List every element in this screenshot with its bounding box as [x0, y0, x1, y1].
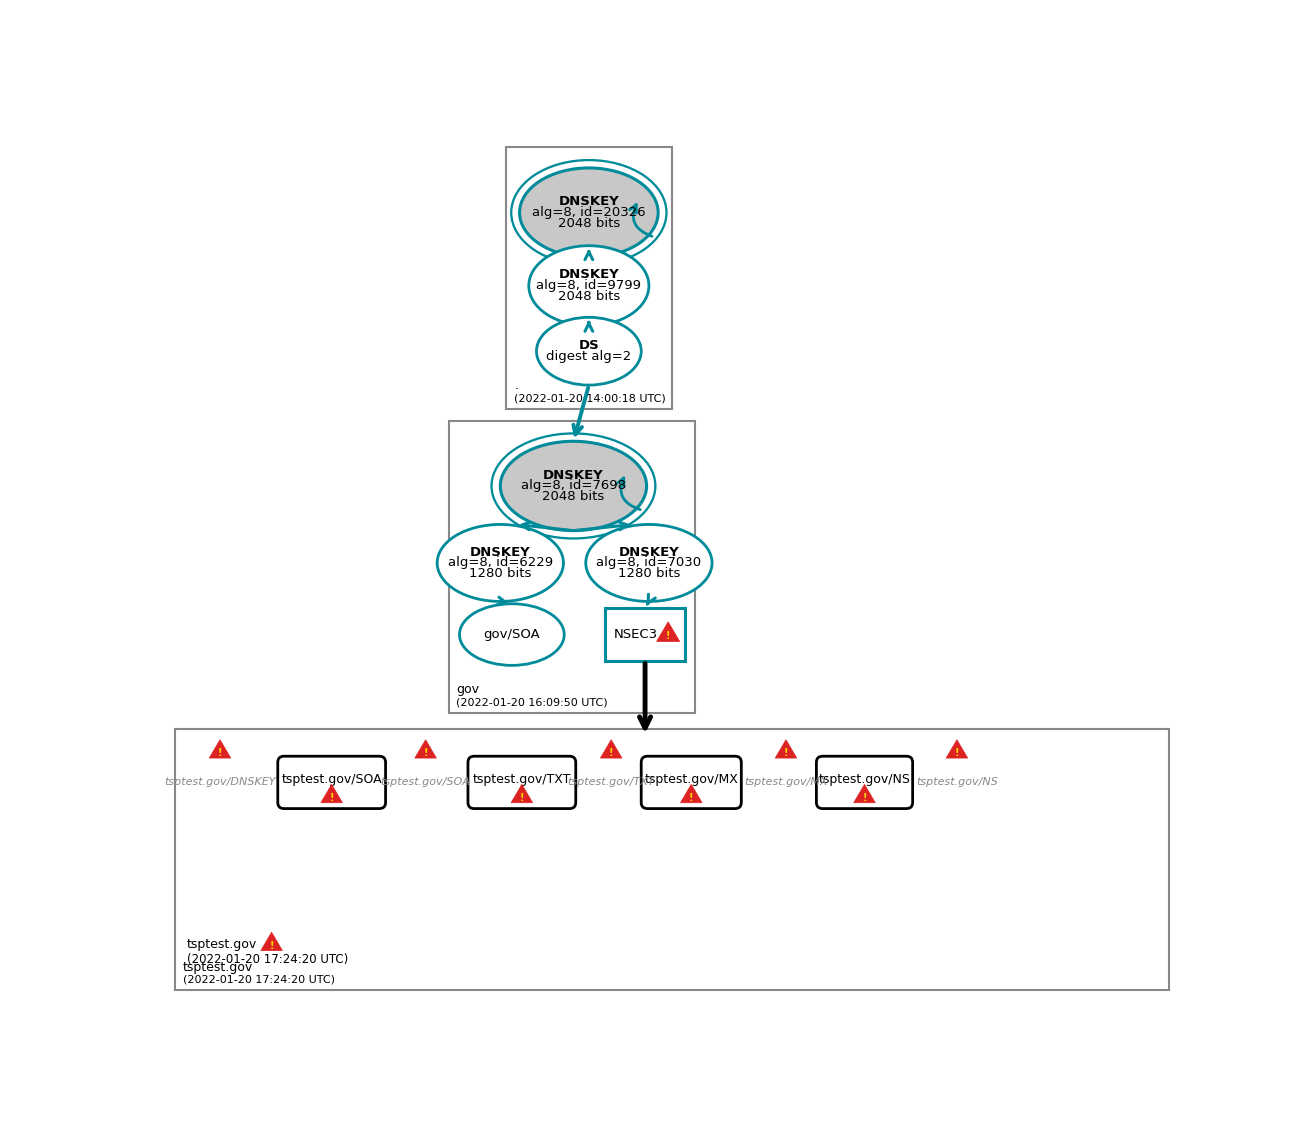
FancyBboxPatch shape: [817, 756, 913, 809]
Text: tsptest.gov/SOA: tsptest.gov/SOA: [380, 777, 471, 788]
Text: !: !: [330, 793, 334, 803]
Polygon shape: [775, 740, 797, 758]
Polygon shape: [680, 784, 702, 802]
Text: !: !: [689, 793, 693, 803]
Text: tsptest.gov: tsptest.gov: [183, 960, 254, 974]
Text: alg=8, id=7030: alg=8, id=7030: [596, 556, 701, 570]
Polygon shape: [321, 784, 342, 802]
Ellipse shape: [537, 318, 642, 385]
Text: 2048 bits: 2048 bits: [558, 290, 619, 303]
Ellipse shape: [585, 524, 711, 601]
Text: .: .: [514, 380, 518, 392]
Text: !: !: [784, 748, 788, 758]
Text: !: !: [955, 748, 959, 758]
Text: tsptest.gov/SOA: tsptest.gov/SOA: [281, 773, 381, 785]
Text: tsptest.gov/TXT: tsptest.gov/TXT: [568, 777, 655, 788]
Text: DNSKEY: DNSKEY: [618, 546, 680, 558]
Ellipse shape: [519, 168, 658, 258]
FancyBboxPatch shape: [448, 420, 696, 713]
Polygon shape: [414, 740, 437, 758]
Text: 2048 bits: 2048 bits: [542, 490, 605, 503]
Text: NSEC3: NSEC3: [614, 628, 658, 641]
Text: DNSKEY: DNSKEY: [559, 269, 619, 281]
Text: tsptest.gov/MX: tsptest.gov/MX: [744, 777, 827, 788]
Text: !: !: [665, 632, 671, 642]
Text: DS: DS: [579, 339, 600, 353]
Polygon shape: [209, 740, 231, 758]
Text: DNSKEY: DNSKEY: [469, 546, 531, 558]
Text: (2022-01-20 17:24:20 UTC): (2022-01-20 17:24:20 UTC): [187, 953, 348, 966]
Text: !: !: [863, 793, 867, 803]
Text: alg=8, id=6229: alg=8, id=6229: [447, 556, 552, 570]
Text: tsptest.gov/TXT: tsptest.gov/TXT: [472, 773, 571, 785]
Text: tsptest.gov/MX: tsptest.gov/MX: [644, 773, 738, 785]
Text: alg=8, id=7698: alg=8, id=7698: [521, 479, 626, 493]
Text: gov/SOA: gov/SOA: [484, 628, 540, 641]
Text: 1280 bits: 1280 bits: [618, 567, 680, 580]
Text: !: !: [519, 793, 525, 803]
Text: DNSKEY: DNSKEY: [559, 195, 619, 208]
FancyBboxPatch shape: [468, 756, 576, 809]
Text: tsptest.gov/NS: tsptest.gov/NS: [917, 777, 998, 788]
Text: (2022-01-20 17:24:20 UTC): (2022-01-20 17:24:20 UTC): [183, 974, 335, 984]
Polygon shape: [260, 932, 283, 950]
Text: (2022-01-20 14:00:18 UTC): (2022-01-20 14:00:18 UTC): [514, 393, 665, 403]
Text: alg=8, id=20326: alg=8, id=20326: [533, 206, 646, 219]
Text: !: !: [423, 748, 427, 758]
Ellipse shape: [500, 442, 647, 531]
Polygon shape: [945, 740, 968, 758]
FancyBboxPatch shape: [506, 147, 672, 409]
Text: gov: gov: [456, 684, 480, 696]
Text: (2022-01-20 16:09:50 UTC): (2022-01-20 16:09:50 UTC): [456, 697, 608, 707]
Ellipse shape: [459, 603, 564, 666]
Text: 2048 bits: 2048 bits: [558, 217, 619, 229]
Polygon shape: [656, 622, 680, 642]
Text: 1280 bits: 1280 bits: [469, 567, 531, 580]
FancyBboxPatch shape: [605, 608, 685, 661]
Text: tsptest.gov: tsptest.gov: [187, 938, 258, 950]
Ellipse shape: [437, 524, 563, 601]
FancyBboxPatch shape: [277, 756, 385, 809]
Text: tsptest.gov/NS: tsptest.gov/NS: [818, 773, 910, 785]
Text: !: !: [270, 940, 274, 950]
Text: alg=8, id=9799: alg=8, id=9799: [537, 279, 642, 293]
Text: digest alg=2: digest alg=2: [546, 350, 631, 363]
Polygon shape: [512, 784, 533, 802]
Text: DNSKEY: DNSKEY: [543, 469, 604, 481]
FancyBboxPatch shape: [642, 756, 742, 809]
FancyBboxPatch shape: [175, 729, 1169, 990]
Text: tsptest.gov/DNSKEY: tsptest.gov/DNSKEY: [164, 777, 276, 788]
Text: !: !: [609, 748, 613, 758]
Polygon shape: [601, 740, 622, 758]
Text: !: !: [218, 748, 222, 758]
Ellipse shape: [529, 245, 648, 325]
Polygon shape: [853, 784, 876, 802]
